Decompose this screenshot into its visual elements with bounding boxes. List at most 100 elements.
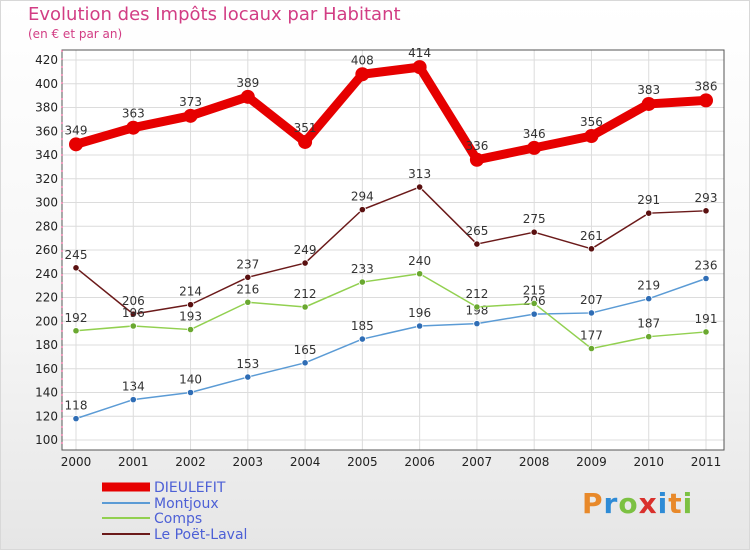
data-point [473,320,481,328]
x-tick-label: 2003 [233,455,264,469]
x-tick-label: 2005 [347,455,378,469]
logo-letter: o [618,487,639,520]
logo-letter: t [668,487,683,520]
y-tick-label: 400 [35,77,58,91]
data-label: 245 [65,248,88,262]
data-point [416,270,424,278]
y-tick-label: 180 [35,338,58,352]
data-label: 140 [179,373,202,387]
data-label: 207 [580,293,603,307]
logo-letter: P [582,487,604,520]
data-point [183,108,198,123]
data-point [244,273,252,281]
data-label: 293 [695,191,718,205]
data-label: 206 [122,294,145,308]
data-label: 363 [122,107,145,121]
y-tick-label: 100 [35,433,58,447]
data-point [530,228,538,236]
data-point [358,278,366,286]
data-label: 294 [351,190,374,204]
y-tick-label: 240 [35,267,58,281]
data-point [244,298,252,306]
x-tick-label: 2007 [462,455,493,469]
series-line-montjoux [75,277,707,420]
data-point [645,333,653,341]
data-label: 291 [637,193,660,207]
data-label: 219 [637,279,660,293]
data-label: 185 [351,319,374,333]
data-point [301,359,309,367]
data-point [702,207,710,215]
data-point [587,245,596,253]
data-label: 408 [351,53,374,67]
data-label: 313 [408,167,431,181]
data-point [129,310,137,318]
data-point [702,328,710,336]
data-label: 191 [695,312,718,326]
data-label: 233 [351,262,374,276]
data-point [301,303,309,311]
y-tick-label: 260 [35,243,58,257]
data-point [530,299,538,308]
chart-subtitle: (en € et par an) [28,27,123,41]
data-label: 265 [465,224,488,238]
data-label: 216 [236,282,259,296]
data-point [72,264,80,272]
data-label: 349 [65,123,88,137]
legend-label: Comps [154,511,202,527]
y-tick-label: 300 [35,196,58,210]
x-tick-label: 2011 [691,455,722,469]
data-label: 192 [65,311,88,325]
data-label: 275 [523,212,546,226]
data-label: 356 [580,115,603,129]
data-point [69,137,83,152]
data-point [129,396,137,404]
data-label: 414 [408,46,431,60]
y-tick-label: 420 [35,53,58,67]
x-tick-label: 2002 [175,455,206,469]
data-point [129,322,137,330]
data-point [355,67,370,82]
logo-letter: i [657,487,669,520]
y-tick-label: 220 [35,291,58,305]
y-tick-label: 120 [35,409,58,423]
y-tick-label: 160 [35,362,58,376]
data-point [358,335,366,343]
data-point [186,388,195,397]
data-label: 240 [408,254,431,268]
series-line-comps [75,273,707,350]
data-label: 212 [294,287,317,301]
data-label: 351 [294,121,317,135]
x-tick-label: 2001 [118,455,149,469]
data-point [699,93,713,108]
data-label: 215 [523,283,546,297]
data-label: 165 [294,343,317,357]
y-tick-label: 200 [35,314,58,328]
data-label: 237 [236,257,259,271]
data-point [240,89,255,104]
chart-title: Evolution des Impôts locaux par Habitant [28,4,401,25]
data-point [72,415,80,423]
data-point [412,60,427,75]
legend-label: Le Poët-Laval [154,527,247,543]
logo-letter: x [638,487,658,520]
data-point [584,129,599,143]
series-line-dieulefit [71,62,711,165]
series-line-le-po-t-laval [75,186,707,315]
data-label: 212 [465,287,488,301]
data-point [186,325,195,334]
y-tick-label: 380 [35,101,58,115]
data-point [358,206,366,214]
x-tick-label: 2009 [576,455,607,469]
data-point [645,209,653,217]
data-label: 196 [122,306,145,320]
data-point [641,96,656,111]
data-label: 187 [637,317,660,331]
data-label: 389 [236,76,259,90]
proxiti-logo: Proxiti [582,487,693,520]
data-label: 193 [179,310,202,324]
data-point [702,274,710,283]
y-tick-label: 320 [35,172,58,186]
data-label: 373 [179,95,202,109]
